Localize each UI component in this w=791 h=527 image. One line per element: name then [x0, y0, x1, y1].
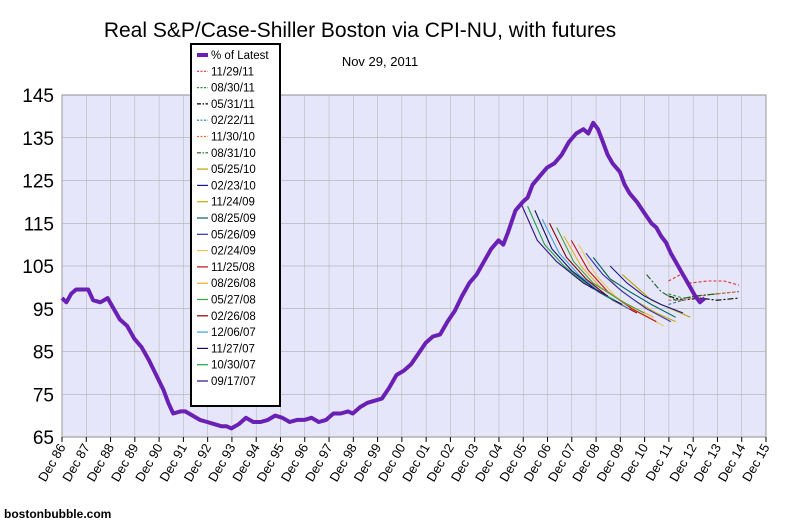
chart-subtitle: Nov 29, 2011 [342, 54, 418, 69]
y-tick-label: 105 [22, 257, 54, 278]
legend-label: 11/24/09 [211, 197, 255, 209]
series-line-0 [60, 120, 707, 431]
legend-label: 05/26/09 [211, 229, 256, 241]
y-tick-label: 115 [24, 214, 54, 235]
y-tick-label: 65 [33, 428, 54, 449]
legend-label: 08/30/11 [211, 83, 255, 95]
y-tick-label: 75 [33, 385, 54, 406]
legend-label: 11/30/10 [211, 132, 255, 144]
series-line-6 [646, 274, 718, 301]
legend-label: 08/31/10 [211, 148, 256, 160]
legend-label: 09/17/07 [211, 376, 256, 388]
series-lines [60, 120, 739, 431]
y-tick-label: 85 [33, 343, 54, 364]
legend-label: 11/25/08 [211, 262, 255, 274]
series-line-3 [668, 295, 739, 301]
legend-label: 05/27/08 [211, 295, 256, 307]
series-line-10 [592, 257, 676, 318]
legend-label: 08/25/09 [211, 213, 256, 225]
series-line-1 [668, 274, 739, 286]
legend-label: 02/23/10 [211, 180, 256, 192]
y-tick-label: 145 [22, 86, 54, 107]
legend-label: 05/25/10 [211, 164, 256, 176]
series-line-11 [585, 252, 672, 323]
credit-text: bostonbubble.com [4, 507, 111, 521]
y-axis: 145 135 125 115 105 95 85 75 65 [22, 86, 54, 449]
legend-label: % of Latest [211, 50, 269, 62]
legend-label: 05/31/11 [211, 99, 255, 111]
series-line-8 [609, 265, 684, 314]
y-tick-label: 135 [22, 129, 54, 150]
legend-label: 02/24/09 [211, 246, 256, 258]
legend-label: 08/26/08 [211, 278, 256, 290]
series-line-20 [519, 201, 608, 297]
legend-label: 02/22/11 [211, 115, 255, 127]
legend-label: 11/29/11 [211, 66, 254, 78]
legend-label: 11/27/07 [211, 343, 255, 355]
y-tick-label: 125 [22, 172, 54, 193]
series-line-15 [556, 227, 645, 314]
legend-label: 02/26/08 [211, 311, 256, 323]
chart-title: Real S&P/Case-Shiller Boston via CPI-NU,… [104, 19, 616, 42]
legend-label: 10/30/07 [211, 360, 256, 372]
legend: % of Latest 11/29/11 08/30/11 05/31/11 02/22… [190, 43, 281, 407]
y-tick-label: 95 [33, 300, 54, 321]
legend-label: 12/06/07 [211, 327, 256, 339]
